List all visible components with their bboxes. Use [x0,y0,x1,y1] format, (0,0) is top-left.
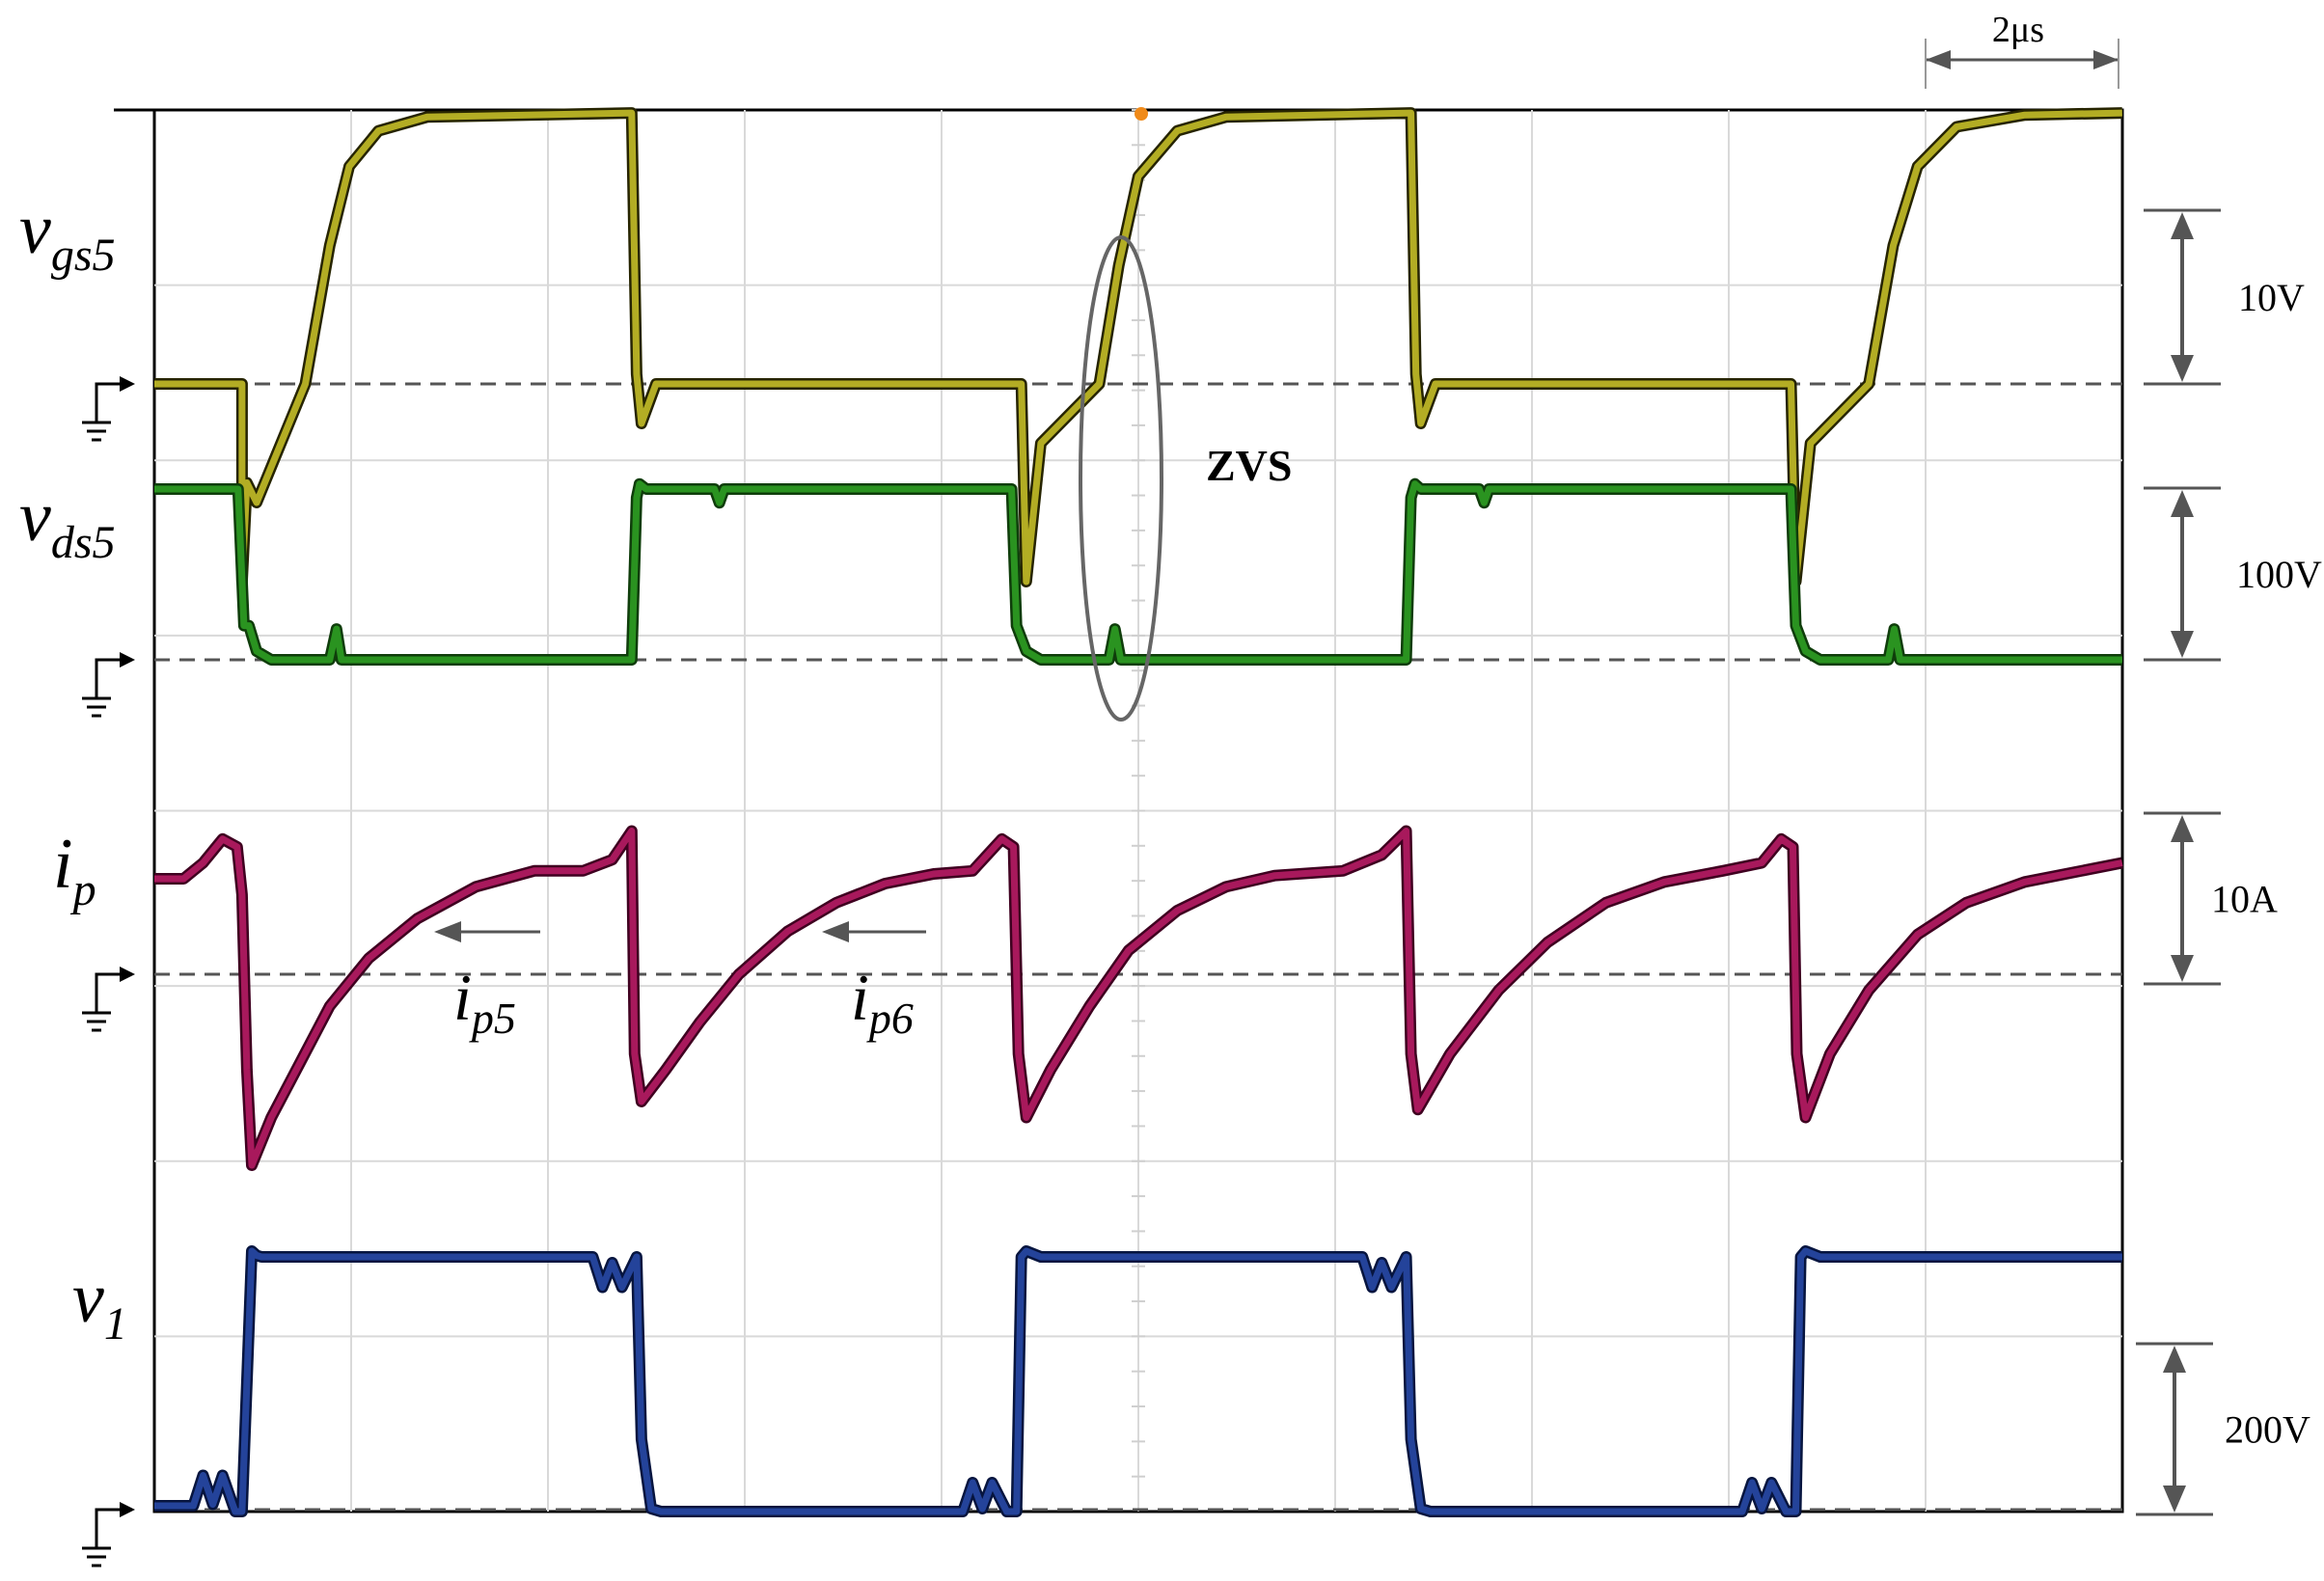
ip-scale-label: 10A [2211,878,2278,921]
zvs-label: ZVS [1206,441,1292,490]
ip5-label: ip5 [453,961,516,1043]
vds5-label: vds5 [19,477,116,568]
v1-ground-marker [82,1502,135,1567]
vds5-scale-label: 100V [2236,553,2322,596]
zvs-ellipse [1079,235,1163,722]
v1-scale-label: 200V [2225,1408,2310,1452]
vgs5-ground-marker [82,376,135,442]
ip-trace [154,828,2123,1169]
vds5-trace [154,480,2122,664]
time-scale-label: 2μs [1992,10,2044,50]
vgs5-label: vgs5 [19,190,116,281]
v1-trace [154,1247,2122,1515]
vgs5-trace [154,109,2122,586]
grid [154,109,2122,1512]
v1-label-sub: 1 [104,1298,127,1349]
vds5-ground-marker [82,652,135,718]
ip-label: ip [53,825,96,915]
traces [154,107,2123,1517]
v1-label-main: v [72,1259,104,1338]
vds5-label-main: v [19,477,51,557]
ip-ground-marker [82,967,135,1032]
ip-label-main: i [53,825,73,904]
v1-scale-bar: 200V [2136,1342,2310,1516]
time-scale-annotation: 2μs [1925,10,2119,89]
ip-scale-bar: 10A [2144,811,2278,986]
channel-scales: 10V 100V 10A 200V [2136,208,2322,1516]
ip5-annotation: ip5 [434,921,540,1043]
vgs5-label-main: v [19,190,51,269]
ip5-sub: p5 [469,994,516,1043]
ip6-annotation: ip6 [822,921,926,1043]
vgs5-scale-label: 10V [2238,276,2305,319]
vds5-scale-bar: 100V [2144,486,2322,662]
ip6-sub: p6 [866,994,914,1043]
vgs5-scale-bar: 10V [2144,208,2305,386]
trigger-marker [1135,107,1148,121]
vgs5-label-sub: gs5 [51,230,116,281]
ip-label-sub: p [70,864,96,915]
vds5-label-sub: ds5 [51,517,116,568]
v1-label: v1 [72,1259,127,1349]
ip6-label: ip6 [851,961,914,1043]
